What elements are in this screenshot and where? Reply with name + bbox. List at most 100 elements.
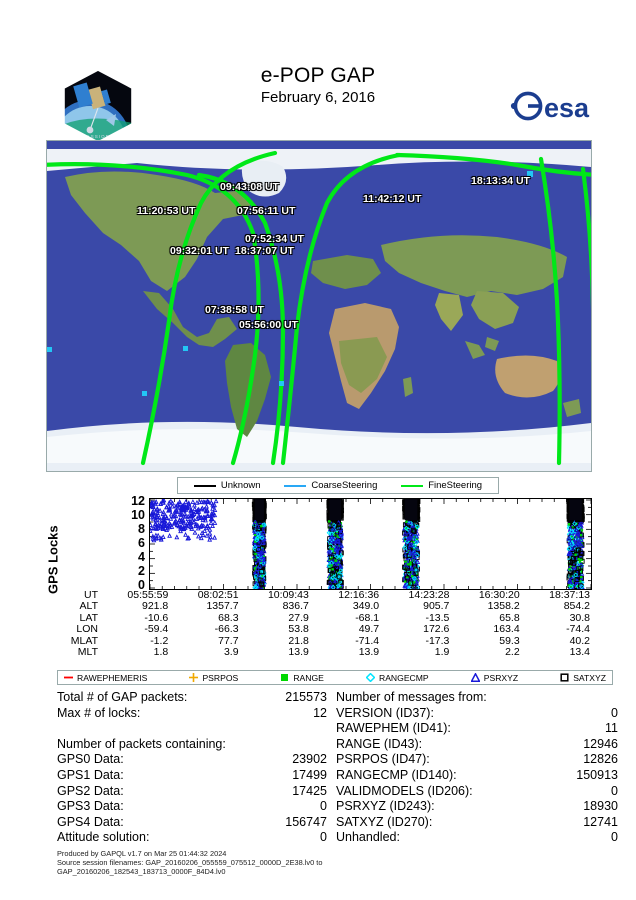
footer-line-source-files-1: Source session filenames: GAP_20160206_0… [57, 858, 323, 868]
axis-cell: 49.7 [358, 623, 380, 636]
stat-row-message: RAWEPHEM (ID41): 11 [336, 721, 618, 737]
stat-row-total: Total # of GAP packets: 215573 [57, 690, 327, 706]
plot-x-ticks [150, 499, 591, 589]
stat-value: 17499 [292, 767, 327, 782]
map-time-label: 18:13:34 UT [471, 175, 530, 187]
map-time-label: 07:52:34 UT [245, 233, 304, 245]
legend-line-swatch [193, 484, 216, 487]
stat-label: Total # of GAP packets: [57, 690, 188, 704]
axis-table-row: LON -59.4 -66.3 53.8 49.7 172.6 163.4 -74.4 [46, 623, 590, 636]
page-title: e-POP GAP [260, 64, 376, 87]
axis-cell: 21.8 [288, 634, 309, 647]
axis-cell: 3.9 [223, 646, 239, 659]
stat-row-packet: GPS0 Data: 23902 [57, 752, 327, 768]
axis-cell: 10:09:43 [267, 589, 309, 601]
stat-row-message: VALIDMODELS (ID206): 0 [336, 784, 618, 800]
axis-cell: 08:02:51 [197, 589, 239, 601]
axis-cell: -71.4 [355, 634, 380, 647]
axis-cell: 12:16:36 [338, 589, 380, 601]
axis-table-row: ALT 921.8 1357.7 836.7 349.0 905.7 1358.2 854.2 [46, 600, 590, 613]
stat-row-packet: GPS3 Data: 0 [57, 799, 327, 815]
stat-label: RANGECMP (ID140): [336, 767, 457, 782]
square-open-marker-icon [560, 673, 569, 682]
stat-label: GPS0 Data: [57, 752, 124, 767]
footer-provenance: Produced by GAPQL v1.7 on Mar 25 01:44:3… [57, 849, 577, 877]
axis-cell: 14:23:28 [408, 589, 450, 601]
map-time-label: 09:43:08 UT [220, 181, 279, 193]
plot-cluster [251, 499, 267, 589]
stat-value: 150913 [576, 767, 618, 782]
plot-legend-item-rangecmp: RANGECMP [365, 673, 429, 683]
y-tick: 4 [138, 550, 145, 564]
axis-cell: 68.3 [218, 611, 239, 624]
axis-cell: -1.2 [150, 634, 169, 647]
statistics-left-column: Total # of GAP packets: 215573 Max # of lo… [57, 690, 327, 846]
statistics-right-column: Number of messages from: VERSION (ID37): 0… [336, 690, 618, 846]
plus-marker-icon [189, 673, 199, 682]
plot-data-area [149, 498, 592, 590]
statistics-section: Total # of GAP packets: 215573 Max # of lo… [0, 690, 636, 845]
axis-cell: 1358.2 [487, 600, 520, 613]
stat-row-message: Unhandled: 0 [336, 830, 618, 846]
axis-cell: 77.7 [218, 634, 239, 647]
stat-value: 215573 [285, 690, 327, 704]
footer-line-produced-by: Produced by GAPQL v1.7 on Mar 25 01:44:3… [57, 849, 227, 858]
axis-cell: 53.8 [288, 623, 309, 636]
plot-legend-item-psrpos: PSRPOS [189, 673, 238, 683]
axis-row-label: LAT [79, 611, 98, 624]
stat-value: 156747 [285, 814, 327, 829]
axis-cell: 1.8 [153, 646, 169, 659]
map-time-label: 09:32:01 UT [170, 245, 229, 257]
map-legend-label: Unknown [220, 480, 261, 491]
stat-value: 18930 [583, 799, 618, 814]
stat-label: RANGE (ID43): [336, 736, 423, 751]
world-map-graphic [47, 141, 591, 471]
y-tick: 2 [138, 564, 145, 578]
stat-label: GPS2 Data: [57, 783, 124, 798]
axis-cell: -59.4 [144, 623, 169, 636]
stat-label: GPS1 Data: [57, 767, 124, 782]
axis-cell: 1.9 [434, 646, 450, 659]
axis-cell: 349.0 [352, 600, 380, 613]
plot-cluster [566, 499, 585, 589]
dash-marker-icon [64, 673, 73, 682]
y-tick: 10 [131, 508, 145, 522]
plot-y-tick-labels: 12 10 8 6 4 2 0 [101, 494, 147, 592]
y-tick: 12 [131, 494, 145, 508]
plot-legend-item-satxyz: SATXYZ [560, 673, 606, 683]
axis-cell: 16:30:20 [478, 589, 520, 601]
page-date: February 6, 2016 [260, 89, 376, 106]
axis-cell: 40.2 [569, 634, 590, 647]
stat-label: PSRPOS (ID47): [336, 752, 430, 767]
axis-row-label: MLAT [70, 634, 98, 647]
axis-cell: -68.1 [355, 611, 380, 624]
stat-value: 23902 [292, 752, 327, 767]
legend-line-swatch [284, 484, 307, 487]
stat-label: RAWEPHEM (ID41): [336, 721, 451, 736]
plot-legend-label: RANGE [293, 672, 324, 683]
plot-y-axis-label: GPS Locks [45, 525, 61, 595]
stat-label: SATXYZ (ID270): [336, 814, 433, 829]
map-time-label: 05:56:00 UT [239, 319, 298, 331]
map-legend-item-finesteering: FineSteering [401, 480, 482, 491]
axis-cell: -74.4 [566, 623, 590, 636]
y-tick: 0 [138, 578, 145, 592]
axis-cell: 13.9 [288, 646, 309, 659]
axis-row-label: LON [76, 623, 98, 636]
axis-cell: 27.9 [288, 611, 309, 624]
plot-legend-item-range: RANGE [280, 673, 324, 683]
axis-cell: 2.2 [505, 646, 520, 659]
stat-label: VALIDMODELS (ID206): [336, 783, 473, 798]
plot-legend-label: RAWEPHEMERIS [77, 672, 148, 683]
axis-table-row: UT 05:55:59 08:02:51 10:09:43 12:16:36 14:23:… [46, 589, 590, 601]
stat-row-message: PSRPOS (ID47): 12826 [336, 752, 618, 768]
stat-label: VERSION (ID37): [336, 705, 434, 720]
legend-line-swatch [401, 484, 424, 487]
stat-row-packet: GPS1 Data: 17499 [57, 768, 327, 784]
map-time-label: 07:56:11 UT [237, 205, 296, 217]
stat-value: 12 [313, 705, 327, 720]
map-legend-label: CoarseSteering [311, 480, 378, 491]
stat-value: 0 [611, 705, 618, 720]
axis-table-row: LAT -10.6 68.3 27.9 -68.1 -13.5 65.8 30.8 [46, 611, 590, 624]
gps-locks-plot-panel: GPS Locks 12 10 8 6 4 2 0 UT 05:55:59 08:0… [45, 494, 592, 662]
